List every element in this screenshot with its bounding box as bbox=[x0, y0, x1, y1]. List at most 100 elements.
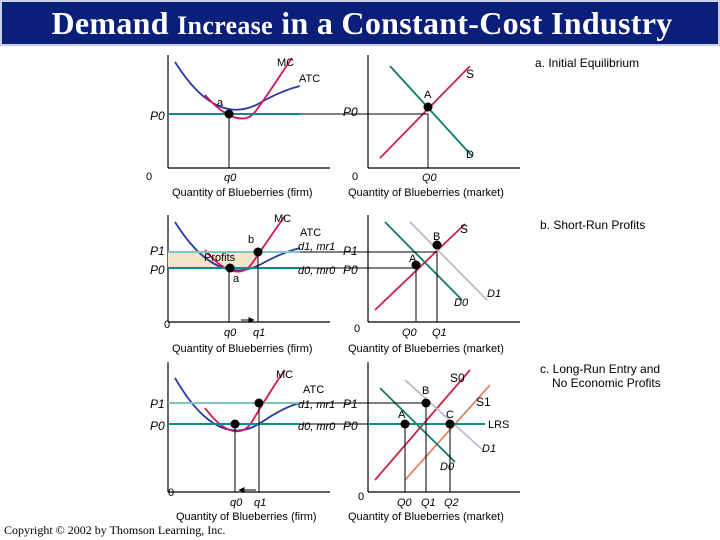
origin-label: 0 bbox=[164, 319, 170, 331]
origin-label: 0 bbox=[352, 171, 358, 183]
x-axis-label: Quantity of Blueberries (firm) bbox=[176, 511, 317, 523]
mc-curve bbox=[204, 57, 293, 120]
origin-label: 0 bbox=[146, 171, 152, 183]
point-A-label: A bbox=[424, 89, 432, 101]
q1-label: Q1 bbox=[432, 327, 447, 339]
title-part-increase: Increase bbox=[177, 11, 273, 40]
q1-label: q1 bbox=[253, 327, 265, 339]
p0-label: P0 bbox=[150, 263, 165, 277]
atc-label: ATC bbox=[300, 227, 321, 239]
q0-label: Q0 bbox=[422, 172, 438, 184]
q0-label: Q0 bbox=[402, 327, 418, 339]
x-axis-label: Quantity of Blueberries (market) bbox=[348, 187, 504, 199]
d0-label: D0 bbox=[454, 297, 469, 309]
d0-label: D0 bbox=[440, 461, 455, 473]
point-A-label: A bbox=[409, 253, 417, 265]
point-A bbox=[400, 419, 410, 429]
x-axis-label: Quantity of Blueberries (firm) bbox=[172, 343, 313, 355]
lrs-label: LRS bbox=[488, 419, 509, 431]
profits-label: Profits bbox=[204, 252, 236, 264]
d0-mr0-label: d0, mr0 bbox=[298, 265, 336, 277]
title-part-rest: in a Constant-Cost Industry bbox=[281, 5, 673, 41]
point-B bbox=[421, 398, 431, 408]
title-bar: Demand Increase in a Constant-Cost Indus… bbox=[0, 0, 720, 46]
point-a-label: a bbox=[217, 97, 224, 109]
p1-label: P1 bbox=[150, 397, 165, 411]
point-C-label: C bbox=[446, 409, 454, 421]
origin-label: 0 bbox=[358, 491, 364, 503]
mc-curve bbox=[204, 369, 286, 433]
x-axis-label: Quantity of Blueberries (firm) bbox=[172, 187, 313, 199]
point-C bbox=[445, 419, 455, 429]
atc-label: ATC bbox=[299, 73, 320, 85]
point-a-market bbox=[423, 102, 433, 112]
point-a-label: a bbox=[233, 273, 240, 285]
q2-label: Q2 bbox=[444, 497, 459, 509]
d0-mr0-label: d0, mr0 bbox=[298, 421, 336, 433]
p1-label: P1 bbox=[150, 244, 165, 258]
point-a bbox=[230, 419, 240, 429]
supply-curve-s1 bbox=[404, 384, 491, 481]
panel-b-title: b. Short-Run Profits bbox=[540, 218, 646, 232]
mc-label: MC bbox=[274, 213, 291, 225]
d1-mr1-label: d1, mr1 bbox=[298, 241, 335, 253]
panel-a-title: a. Initial Equilibrium bbox=[535, 56, 640, 70]
d1-label: D1 bbox=[487, 288, 501, 300]
demand-curve-d bbox=[389, 65, 473, 157]
q0-label: q0 bbox=[224, 327, 237, 339]
q1-label: Q1 bbox=[421, 497, 436, 509]
p0-label: P0 bbox=[343, 419, 358, 433]
profits-area bbox=[168, 252, 258, 268]
panel-a-firm: MC ATC a P0 0 q0 Quantity of Blueberries… bbox=[146, 55, 330, 199]
panel-a-market: S A P0 D 0 Q0 Quantity of Blueberries (m… bbox=[300, 55, 520, 199]
title-part-demand: Demand bbox=[51, 5, 169, 41]
panel-c-firm: MC ATC P1 P0 d1, mr1 d0, mr0 0 q0 q1 Qua… bbox=[150, 362, 336, 523]
point-B-label: B bbox=[433, 231, 440, 243]
q0-label: Q0 bbox=[397, 497, 413, 509]
demand-curve-d0 bbox=[384, 221, 463, 301]
point-b-label: b bbox=[248, 234, 254, 246]
p0-label: P0 bbox=[150, 109, 165, 123]
p0-label: P0 bbox=[343, 263, 358, 277]
d1-mr1-label: d1, mr1 bbox=[298, 399, 335, 411]
panel-c-market: S0 S1 LRS B A C P1 P0 D0 D1 0 Q0 Q1 Q2 Q… bbox=[300, 362, 520, 523]
x-axis-label: Quantity of Blueberries (market) bbox=[348, 343, 504, 355]
point-A-label: A bbox=[398, 409, 406, 421]
s-label: S bbox=[460, 222, 468, 236]
mc-label: MC bbox=[276, 369, 293, 381]
atc-label: ATC bbox=[303, 384, 324, 396]
point-B-label: B bbox=[422, 385, 429, 397]
point-b bbox=[254, 398, 264, 408]
point-B bbox=[432, 240, 442, 250]
s0-label: S0 bbox=[450, 371, 465, 385]
p0-label: P0 bbox=[343, 105, 358, 119]
mc-curve bbox=[204, 215, 286, 273]
demand-curve-d1 bbox=[409, 221, 488, 301]
mc-label: MC bbox=[277, 57, 294, 69]
supply-curve-s bbox=[379, 65, 471, 159]
panel-c-title-line1: c. Long-Run Entry and bbox=[540, 362, 661, 376]
d-label: D bbox=[466, 149, 474, 161]
p1-label: P1 bbox=[343, 397, 358, 411]
origin-label: 0 bbox=[168, 487, 174, 499]
panel-b-market: S B A P1 P0 D0 D1 0 Q0 Q1 Quantity of Bl… bbox=[300, 215, 520, 355]
q0-label: q0 bbox=[224, 172, 237, 184]
s-label: S bbox=[466, 67, 474, 81]
origin-label: 0 bbox=[354, 323, 360, 335]
p1-label: P1 bbox=[343, 244, 358, 258]
atc-curve bbox=[174, 61, 301, 111]
s1-label: S1 bbox=[476, 395, 491, 409]
panel-c-title-line2: No Economic Profits bbox=[552, 376, 661, 390]
demand-curve-d1 bbox=[404, 379, 486, 453]
panel-b-firm: MC ATC Profits b a P1 P0 d1, mr1 d0, mr0… bbox=[150, 213, 336, 355]
q0-label: q0 bbox=[230, 497, 243, 509]
p0-label: P0 bbox=[150, 419, 165, 433]
d1-label: D1 bbox=[482, 443, 496, 455]
point-a bbox=[224, 109, 234, 119]
x-axis-label: Quantity of Blueberries (market) bbox=[348, 511, 504, 523]
copyright-notice: Copyright © 2002 by Thomson Learning, In… bbox=[4, 523, 226, 537]
point-a bbox=[225, 263, 235, 273]
slide-title: Demand Increase in a Constant-Cost Indus… bbox=[2, 5, 720, 42]
point-b bbox=[253, 247, 263, 257]
